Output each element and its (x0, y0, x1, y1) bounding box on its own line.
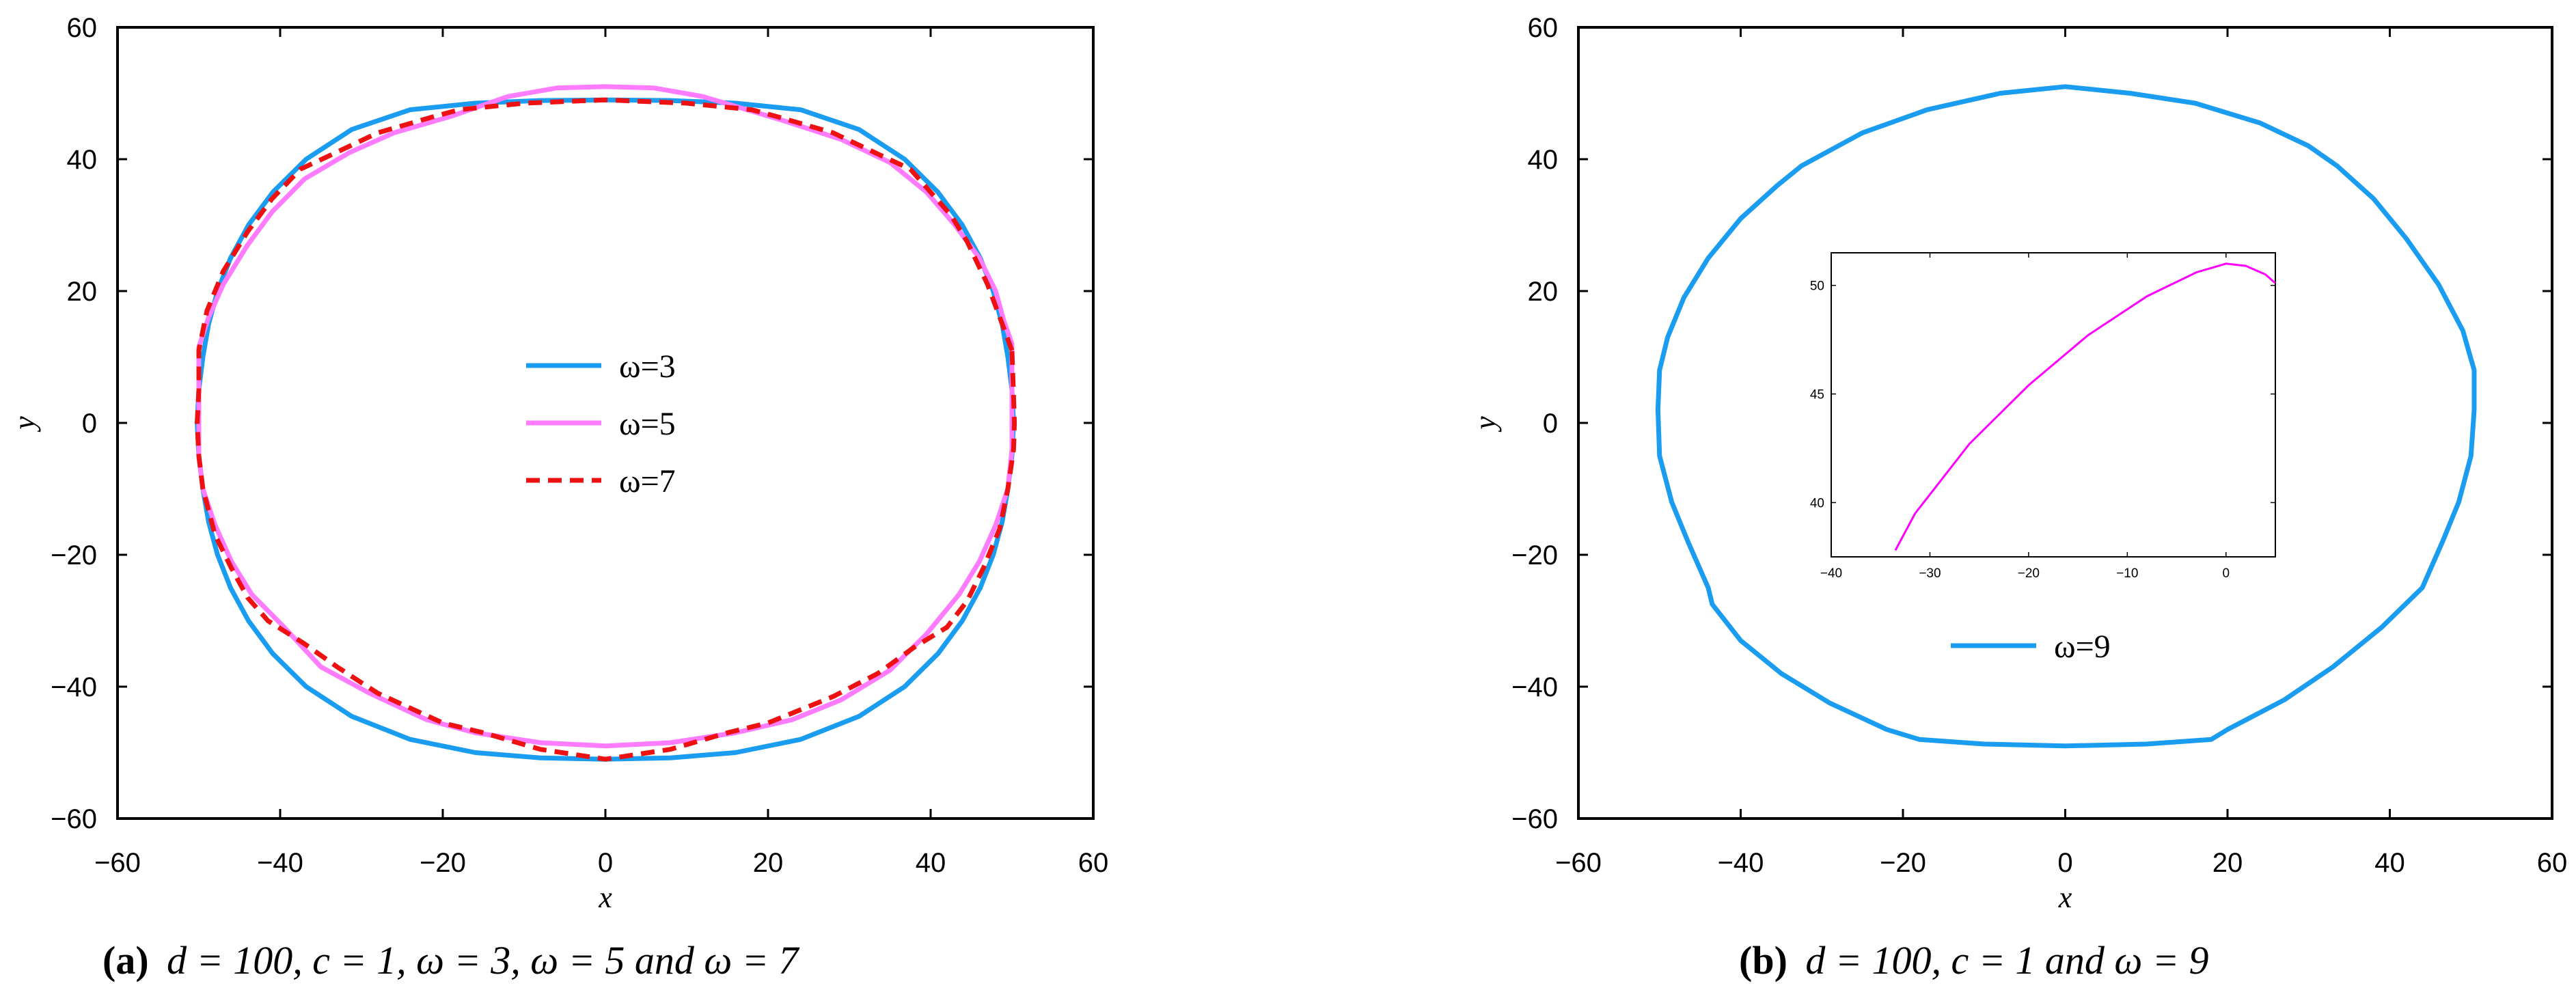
x-tick-label: 0 (2057, 848, 2072, 878)
legend: ω=9 (1951, 629, 2111, 665)
x-tick-label: 40 (916, 848, 946, 878)
inset-x-tick-label: −10 (2116, 566, 2138, 581)
y-tick-label: −20 (51, 540, 97, 571)
y-axis-label: y (8, 416, 41, 432)
caption-a: (a) d = 100, c = 1, ω = 3, ω = 5 and ω =… (102, 938, 799, 983)
inset-plot: −40 −30 −20 −10 0 40 45 50 (1810, 252, 2276, 581)
y-tick-label: −60 (1511, 804, 1558, 834)
inset-x-tick-label: 0 (2222, 566, 2230, 581)
x-tick-label: 60 (1078, 848, 1109, 878)
inset-frame (1831, 252, 2276, 558)
y-tick-label: 0 (1543, 409, 1558, 439)
inset-y-tick-label: 50 (1810, 279, 1824, 294)
y-tick-label: −20 (1511, 540, 1558, 571)
legend-label-1: ω=9 (2054, 629, 2111, 665)
inset-y-tick-label: 40 (1810, 497, 1824, 511)
inset-x-tick-label: −20 (2018, 566, 2040, 581)
x-tick-label: 20 (753, 848, 784, 878)
x-tick-label: −40 (257, 848, 303, 878)
y-tick-label: 20 (67, 277, 98, 307)
y-tick-label: 60 (1528, 13, 1559, 43)
x-tick-label: −20 (420, 848, 466, 878)
inset-x-tick-label: −40 (1820, 566, 1842, 581)
plot-frame (116, 26, 1095, 820)
x-axis-label: x (598, 881, 612, 914)
y-tick-label: −40 (51, 672, 97, 702)
x-tick-label: 40 (2374, 848, 2405, 878)
legend: ω=3 ω=5 ω=7 (526, 348, 676, 499)
inset-curve (1894, 262, 2275, 551)
caption-a-label: (a) (102, 938, 149, 983)
x-tick-label: 60 (2537, 848, 2568, 878)
inset-y-tick-label: 45 (1810, 388, 1824, 402)
y-tick-label: −40 (1511, 672, 1558, 702)
inset-x-tick-label: −30 (1919, 566, 1941, 581)
y-tick-label: 20 (1528, 277, 1559, 307)
caption-b-text: d = 100, c = 1 and ω = 9 (1805, 938, 2208, 983)
y-tick-label: −60 (51, 804, 97, 834)
caption-b-label: (b) (1739, 938, 1787, 983)
caption-b: (b) d = 100, c = 1 and ω = 9 (1739, 938, 2209, 983)
x-axis-label: x (2058, 881, 2072, 914)
y-tick-label: 40 (67, 145, 98, 175)
panel-a: −60 −40 −20 0 20 40 60 −60 −40 −20 0 20 40 60 x y ω=3 ω=5… (8, 13, 1108, 914)
x-tick-label: −60 (94, 848, 141, 878)
x-tick-label: −40 (1718, 848, 1764, 878)
y-axis-label: y (1468, 416, 1502, 432)
legend-label-3: ω=7 (619, 463, 676, 499)
x-tick-label: −20 (1880, 848, 1926, 878)
y-tick-label: 40 (1528, 145, 1559, 175)
series-line-1 (1655, 84, 2477, 749)
x-tick-label: 20 (2212, 848, 2243, 878)
caption-a-text: d = 100, c = 1, ω = 3, ω = 5 and ω = 7 (167, 938, 799, 983)
series-line-2 (196, 84, 1015, 749)
x-tick-label: 0 (598, 848, 613, 878)
panel-b: −60 −40 −20 0 20 40 60 −60 −40 −20 0 20 40 60 x y ω=9 −40… (1468, 13, 2567, 914)
x-tick-label: −60 (1555, 848, 1602, 878)
series-line-3 (195, 97, 1017, 762)
legend-label-1: ω=3 (619, 348, 676, 385)
series-line-1 (195, 97, 1016, 762)
y-tick-label: 60 (67, 13, 98, 43)
legend-label-2: ω=5 (619, 406, 676, 442)
y-tick-label: 0 (82, 409, 97, 439)
